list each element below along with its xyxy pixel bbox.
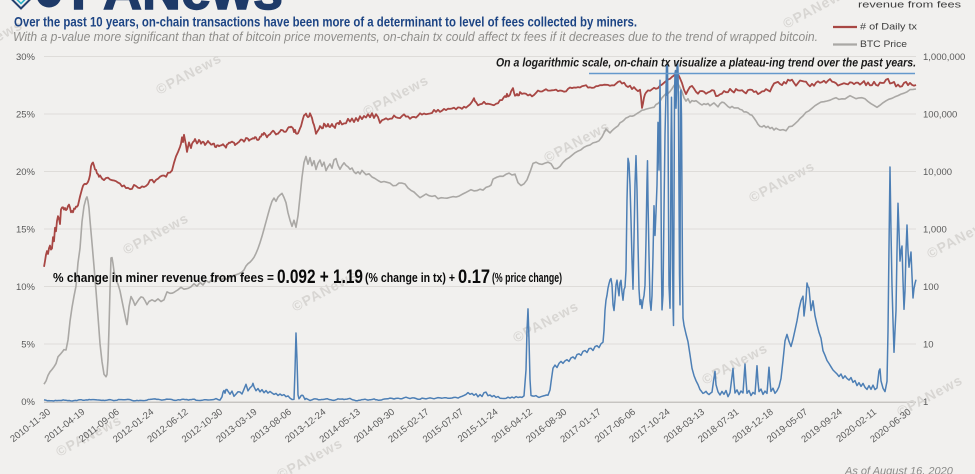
svg-text:0%: 0% <box>21 397 35 408</box>
svg-text:(% change in tx) +: (% change in tx) + <box>365 270 455 285</box>
svg-text:% change in miner revenue from: % change in miner revenue from fees = <box>53 270 274 285</box>
svg-text:Over the past 10 years, on-cha: Over the past 10 years, on-chain transac… <box>14 15 637 30</box>
svg-text:0.17: 0.17 <box>458 267 490 288</box>
svg-text:BTC Price: BTC Price <box>860 39 907 50</box>
svg-text:100,000: 100,000 <box>923 110 957 121</box>
svg-text:15%: 15% <box>16 225 36 236</box>
svg-text:With a p-value more significan: With a p-value more significant than tha… <box>13 29 818 44</box>
svg-text:1,000,000: 1,000,000 <box>923 52 965 63</box>
svg-text:10: 10 <box>923 340 934 351</box>
svg-text:1: 1 <box>923 397 928 408</box>
svg-text:1,000: 1,000 <box>923 225 947 236</box>
svg-text:100: 100 <box>923 282 939 293</box>
svg-text:# of Daily tx: # of Daily tx <box>860 22 917 33</box>
svg-text:As of August 16, 2020: As of August 16, 2020 <box>844 466 954 474</box>
svg-text:revenue from fees: revenue from fees <box>858 0 961 11</box>
svg-text:10,000: 10,000 <box>923 167 952 178</box>
svg-text:(% price change): (% price change) <box>492 270 562 285</box>
svg-text:PANews: PANews <box>71 0 283 21</box>
svg-text:30%: 30% <box>16 52 36 63</box>
svg-text:20%: 20% <box>16 167 36 178</box>
svg-text:0.092 + 1.19: 0.092 + 1.19 <box>277 267 363 288</box>
svg-text:5%: 5% <box>21 340 35 351</box>
svg-text:10%: 10% <box>16 282 36 293</box>
svg-text:On a logarithmic scale, on-cha: On a logarithmic scale, on-chain tx visu… <box>496 56 916 70</box>
svg-text:25%: 25% <box>16 110 36 121</box>
